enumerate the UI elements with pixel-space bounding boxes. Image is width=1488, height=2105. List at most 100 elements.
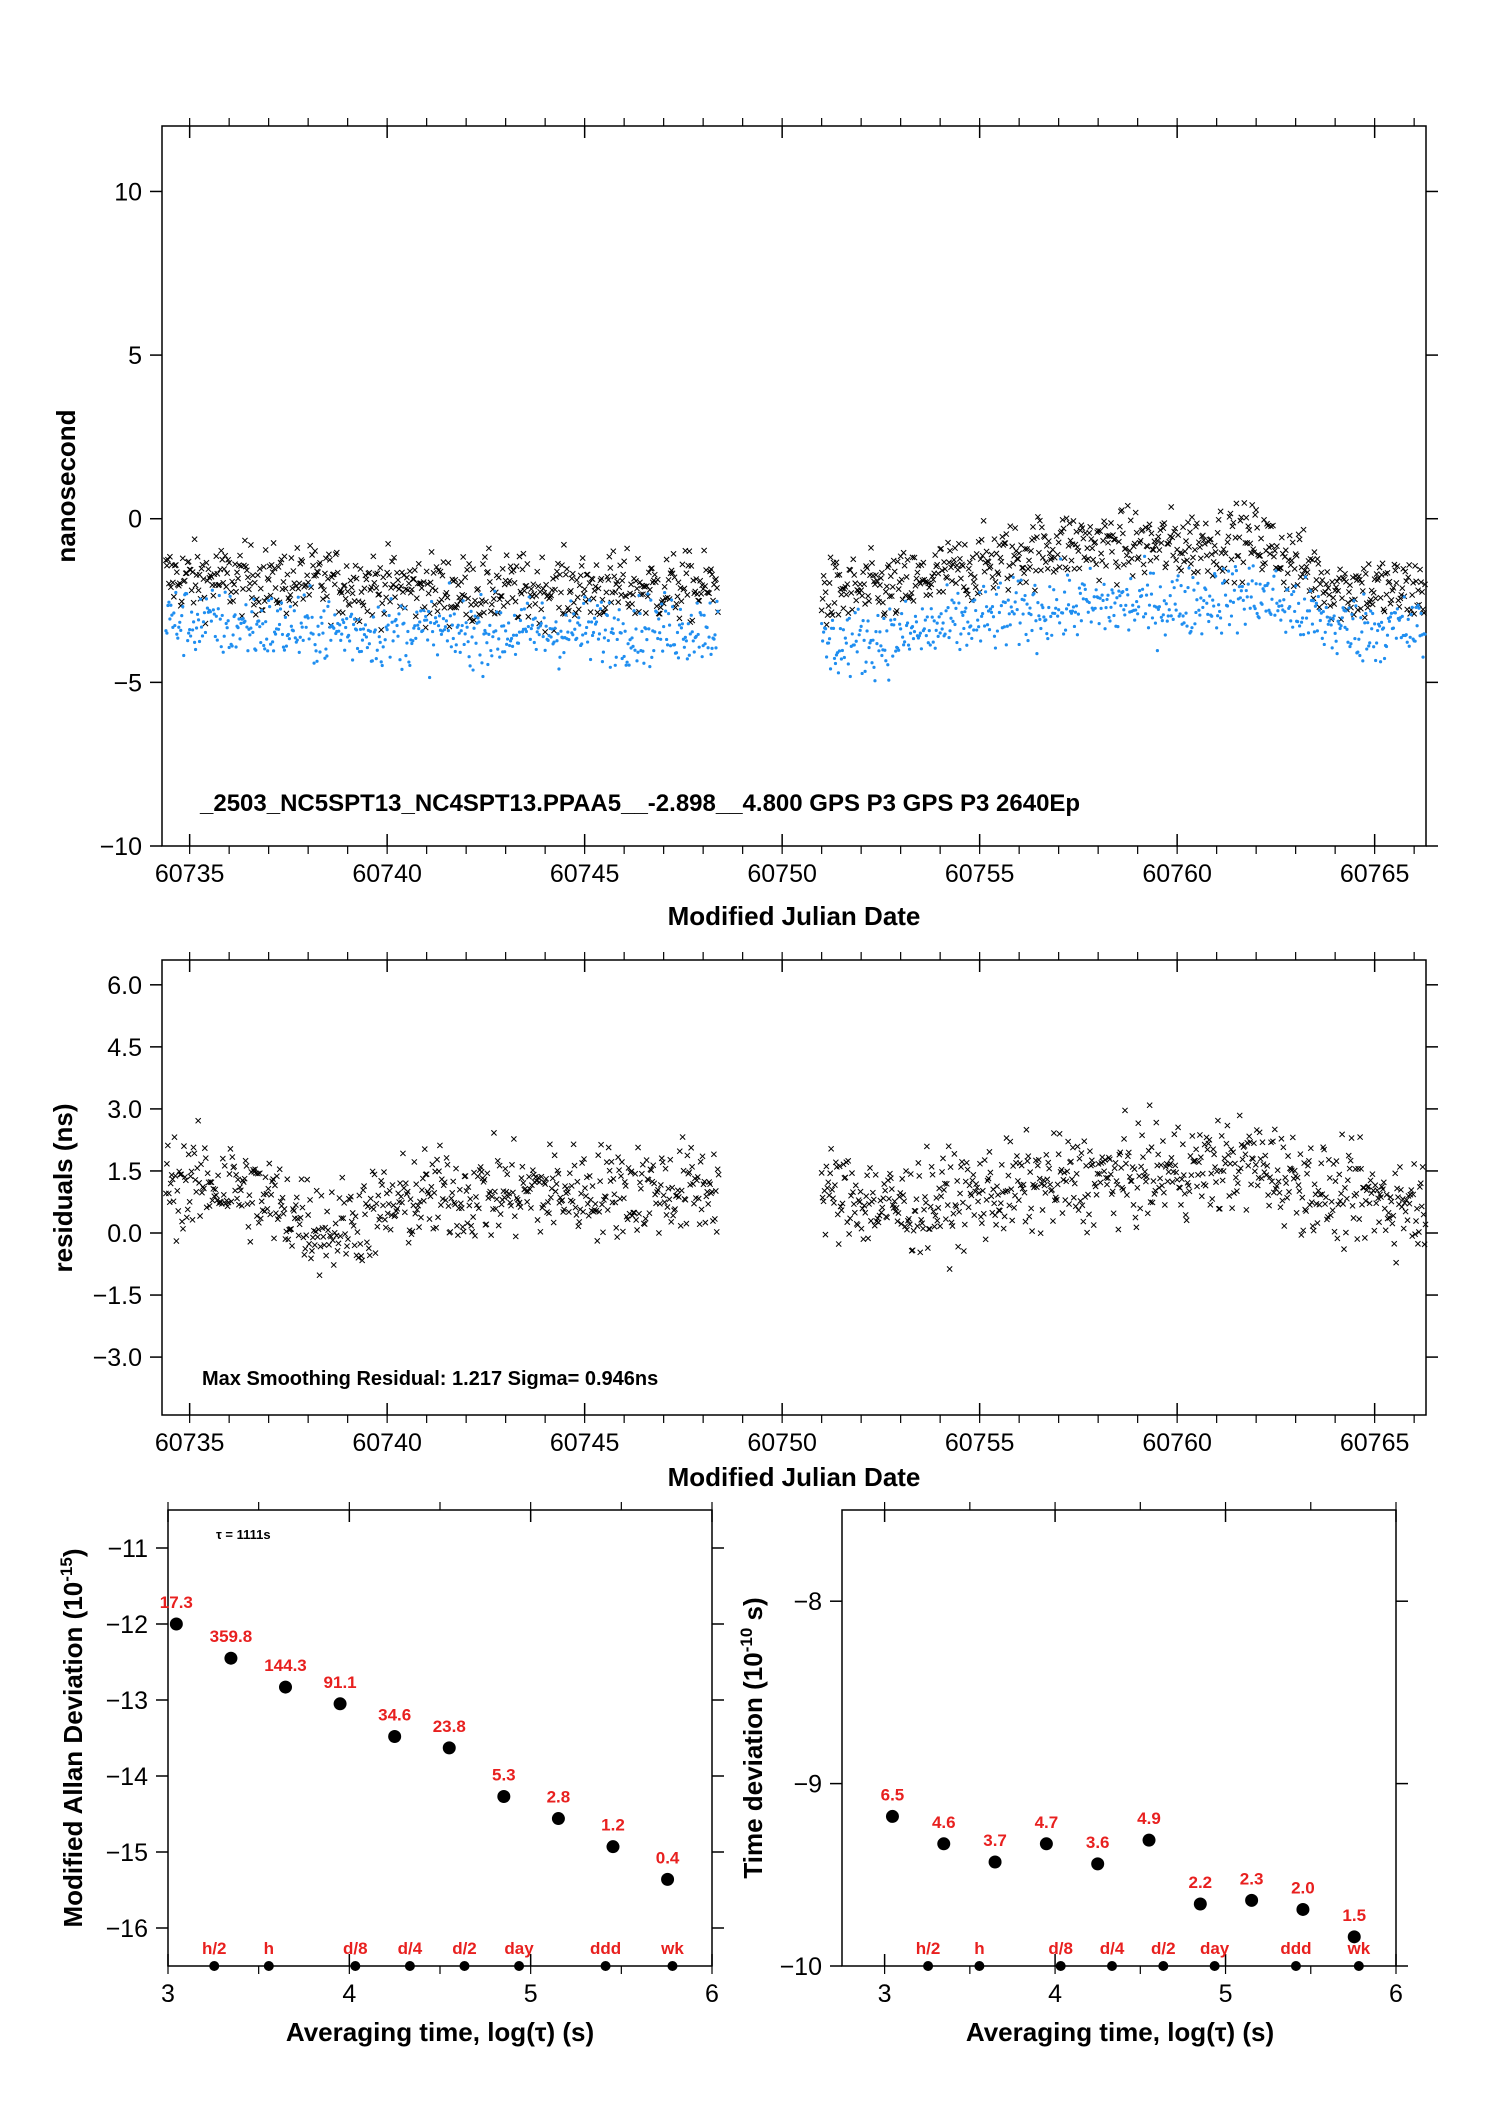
data-point (948, 629, 952, 633)
data-point (1166, 614, 1170, 618)
data-point (829, 1186, 836, 1193)
data-point (1300, 616, 1305, 620)
data-point (971, 1212, 978, 1218)
data-point (1067, 578, 1072, 582)
data-point (1033, 1184, 1040, 1191)
data-point (418, 1214, 424, 1221)
data-point (498, 593, 505, 600)
data-point (361, 585, 368, 592)
data-point (619, 631, 623, 635)
data-point (933, 1194, 940, 1201)
data-point (854, 639, 858, 643)
data-point (1075, 548, 1082, 554)
data-point (1061, 632, 1066, 636)
data-point (1284, 630, 1288, 634)
data-point (991, 1200, 998, 1207)
data-point (350, 612, 354, 616)
data-point (1368, 1190, 1375, 1197)
data-point (607, 601, 611, 605)
data-point (208, 610, 212, 614)
data-point (503, 552, 510, 559)
data-point (493, 589, 497, 593)
y-tick-label: 6.0 (107, 972, 142, 1000)
data-point (223, 590, 227, 594)
data-point (1413, 639, 1417, 643)
data-point (1081, 597, 1085, 601)
data-point (1143, 1173, 1150, 1180)
data-point (511, 1213, 518, 1220)
data-point (1337, 622, 1341, 626)
data-point (596, 637, 601, 641)
data-point (1133, 529, 1140, 536)
data-point (559, 1197, 566, 1204)
data-point (1376, 628, 1380, 633)
data-point (436, 624, 441, 628)
data-point (506, 637, 510, 641)
data-point (177, 625, 181, 629)
data-point (989, 573, 996, 580)
data-point (1060, 1176, 1067, 1183)
data-point (1089, 620, 1093, 624)
data-point (513, 563, 520, 570)
data-point (1107, 1171, 1114, 1178)
data-point (1126, 593, 1130, 597)
data-point (707, 1181, 714, 1188)
data-point (876, 613, 880, 618)
data-point (1206, 612, 1210, 616)
data-point (988, 607, 993, 611)
data-point (1065, 1138, 1072, 1145)
data-point (1183, 538, 1189, 545)
data-point (499, 611, 503, 615)
data-point (1334, 1235, 1341, 1242)
data-point (630, 1209, 637, 1216)
data-point (859, 592, 866, 599)
data-point (1134, 608, 1138, 612)
data-point (1148, 1144, 1155, 1151)
data-point (831, 1199, 837, 1206)
data-point (1110, 588, 1114, 592)
data-point (497, 1211, 504, 1218)
data-point (321, 631, 325, 635)
data-point (1412, 562, 1419, 569)
data-point (1273, 543, 1280, 550)
data-point (180, 1225, 186, 1232)
data-point (235, 1176, 241, 1183)
data-point (511, 579, 518, 586)
data-point (403, 606, 407, 610)
data-point (856, 1199, 863, 1205)
data-point (1002, 625, 1006, 629)
data-point (1358, 1165, 1365, 1172)
data-point (370, 553, 377, 560)
data-point (1179, 550, 1186, 557)
data-point (528, 637, 532, 641)
data-point (1361, 1234, 1368, 1241)
data-point (1266, 1202, 1273, 1209)
data-point (1153, 554, 1160, 561)
data-point (466, 640, 470, 644)
data-point (1054, 1181, 1061, 1188)
data-point (848, 589, 855, 596)
data-point (606, 1167, 613, 1174)
residuals-caption: Max Smoothing Residual: 1.217 Sigma= 0.9… (202, 1368, 658, 1390)
data-point (490, 654, 494, 658)
data-point (488, 1232, 495, 1239)
data-point (275, 564, 282, 570)
data-point (524, 561, 531, 567)
data-point (907, 647, 912, 651)
data-point (534, 1217, 541, 1223)
data-point (213, 1192, 220, 1199)
data-point (1227, 510, 1234, 517)
data-point (1338, 626, 1342, 631)
data-point (663, 1212, 670, 1218)
data-point (1132, 509, 1139, 516)
data-point (650, 1162, 657, 1169)
data-point (382, 1224, 389, 1231)
data-point (560, 541, 567, 548)
data-point (388, 584, 395, 591)
data-point (488, 623, 492, 627)
data-point (1397, 618, 1401, 622)
data-point (524, 1198, 531, 1205)
data-point (1423, 632, 1427, 636)
data-point (703, 1193, 710, 1200)
data-point (1218, 609, 1222, 614)
